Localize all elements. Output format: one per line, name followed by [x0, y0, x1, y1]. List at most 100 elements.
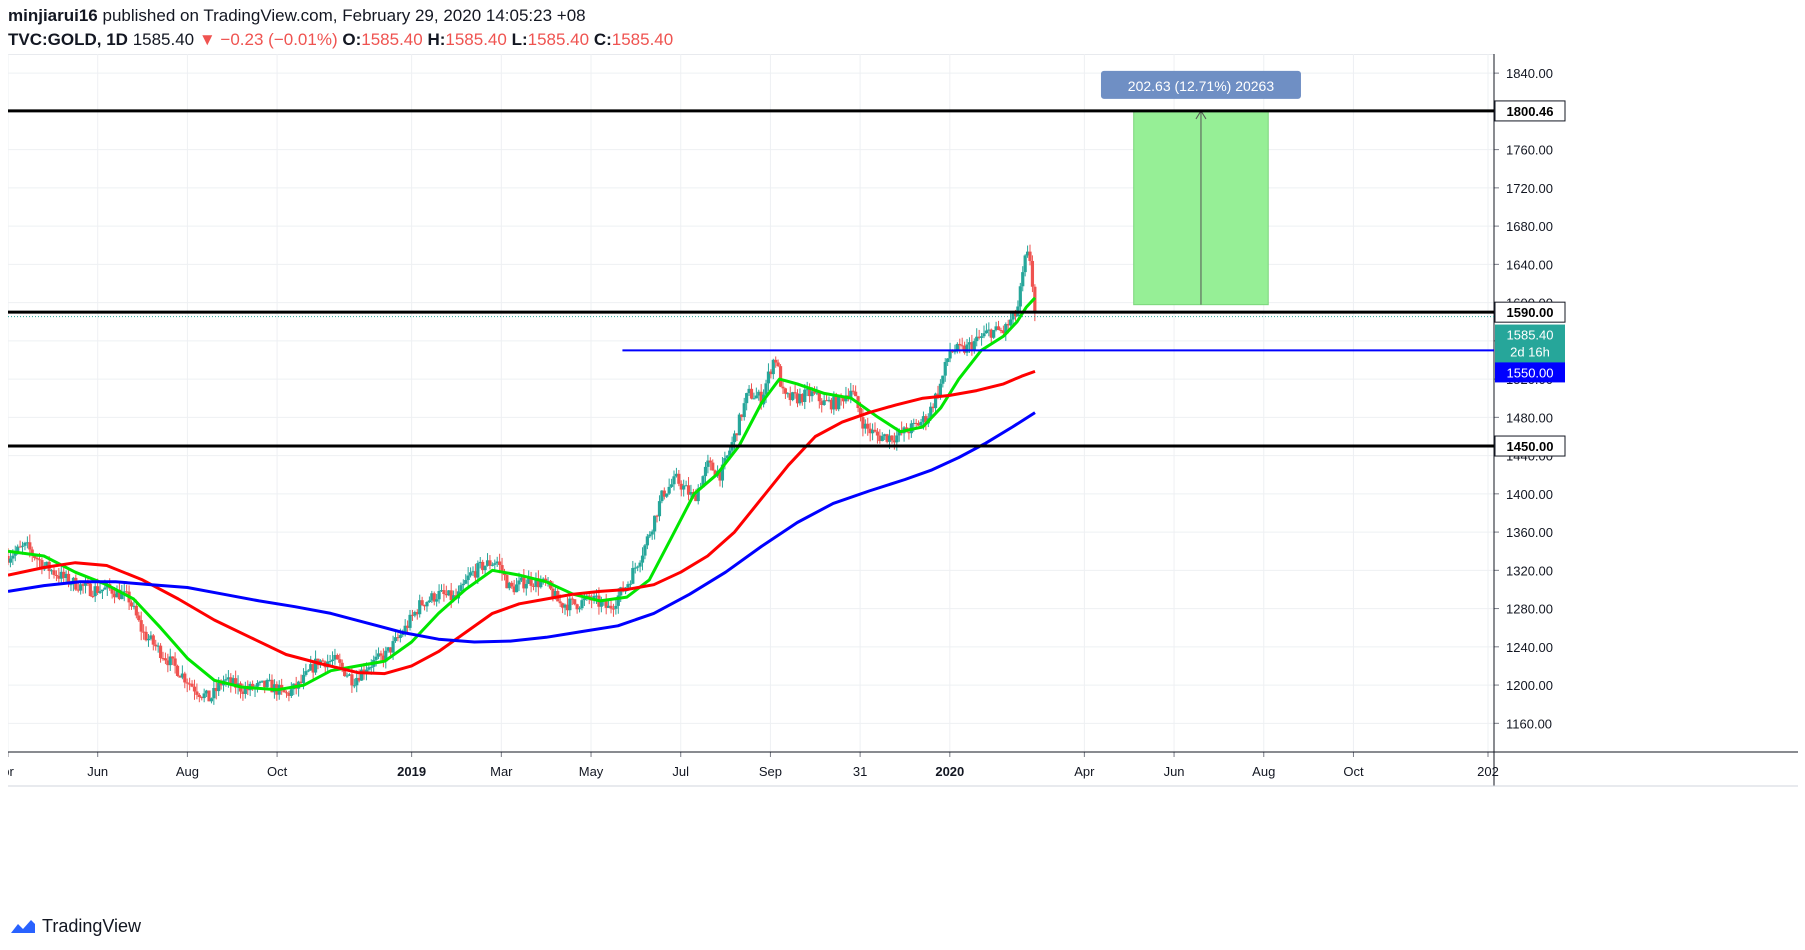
candle-down: [415, 612, 419, 615]
price-chart[interactable]: 1160.00 1200.00 1240.00 1280.00 1320.00 1360.…: [2, 53, 1798, 912]
candle-down: [783, 388, 788, 394]
author-name[interactable]: minjiarui16: [8, 6, 98, 25]
candle-down: [110, 588, 114, 594]
y-tick-label: 1160.00: [1506, 716, 1552, 731]
candle-down: [958, 343, 962, 346]
candle-up: [672, 476, 676, 485]
candle-down: [422, 605, 427, 607]
candle-up: [1021, 272, 1025, 287]
x-tick-label: Jun: [87, 764, 108, 779]
candle-up: [979, 336, 984, 338]
candle-up: [49, 570, 54, 572]
candle-up: [827, 399, 831, 401]
candle-up: [723, 458, 727, 465]
candle-up: [689, 492, 693, 495]
candle-up: [1009, 319, 1013, 326]
candle-up: [466, 575, 470, 581]
candle-down: [280, 684, 284, 689]
candle-down: [522, 577, 526, 589]
candle-down: [575, 604, 579, 610]
candle-up: [771, 359, 775, 375]
candle-up: [534, 578, 538, 587]
candle-up: [393, 637, 398, 642]
candle-up: [653, 515, 657, 532]
candle-down: [529, 577, 533, 586]
candle-up: [483, 565, 487, 571]
candle-down: [740, 414, 744, 418]
candle-down: [759, 391, 763, 405]
candle-down: [161, 658, 165, 660]
price-change: ▼ −0.23 (−0.01%): [198, 30, 338, 49]
candle-down: [892, 440, 896, 443]
candle-up: [11, 555, 15, 559]
moving-average-ema_fast[interactable]: [7, 296, 1037, 692]
candle-up: [752, 398, 756, 400]
candle-up: [384, 650, 388, 662]
y-tick-label: 1760.00: [1506, 143, 1553, 158]
candle-down: [1028, 251, 1032, 261]
candle-up: [582, 598, 586, 601]
candle-down: [192, 686, 197, 692]
candle-down: [178, 675, 182, 678]
candle-up: [626, 584, 630, 588]
candle-up: [967, 342, 972, 345]
candle-up: [260, 680, 264, 682]
candle-up: [665, 493, 669, 497]
candle-up: [946, 358, 950, 362]
candle-down: [558, 601, 562, 604]
candle-up: [897, 430, 901, 436]
chart-canvas[interactable]: 1160.00 1200.00 1240.00 1280.00 1320.00 1360.…: [2, 53, 1798, 912]
candle-up: [79, 584, 83, 591]
candle-up: [16, 546, 20, 552]
candle-up: [599, 601, 603, 607]
candle-down: [188, 683, 192, 685]
candle-up: [1023, 255, 1027, 273]
y-tick-label: 1240.00: [1506, 640, 1553, 655]
candle-down: [996, 326, 1001, 331]
candle-down: [207, 690, 211, 702]
candle-up: [720, 464, 725, 481]
candle-up: [887, 435, 892, 442]
candle-down: [565, 604, 570, 611]
candle-down: [776, 362, 780, 367]
candle-down: [812, 391, 817, 394]
candle-down: [611, 608, 616, 610]
candle-up: [912, 422, 916, 424]
candle-down: [662, 490, 666, 497]
low-label: L:: [511, 30, 528, 49]
level-tag: 1450.00: [1507, 439, 1554, 454]
candle-up: [265, 679, 269, 688]
moving-average-ema_slow[interactable]: [7, 411, 1036, 644]
candle-up: [921, 416, 926, 422]
candle-up: [507, 582, 511, 589]
candle-down: [66, 573, 71, 585]
candle-up: [403, 625, 407, 634]
last-price: 1585.40: [132, 30, 195, 49]
candle-down: [861, 417, 865, 429]
candle-down: [510, 582, 514, 587]
symbol-name[interactable]: TVC:GOLD, 1D: [8, 30, 128, 49]
candle-down: [287, 692, 291, 696]
candle-up: [517, 580, 521, 585]
candle-down: [873, 429, 877, 432]
candle-up: [408, 614, 412, 628]
candle-down: [950, 351, 955, 353]
candle-up: [684, 485, 688, 487]
candle-down: [800, 394, 804, 402]
published-info: published on TradingView.com, February 2…: [102, 6, 586, 25]
candle-down: [151, 635, 155, 645]
x-tick-label: 2020: [935, 764, 964, 779]
tradingview-footer[interactable]: TradingView: [10, 916, 141, 937]
candle-up: [59, 571, 63, 579]
candle-up: [650, 531, 654, 535]
candle-down: [166, 660, 170, 666]
candle-up: [791, 392, 795, 401]
candle-up: [953, 351, 957, 353]
candle-up: [100, 589, 105, 592]
y-tick-label: 1360.00: [1506, 525, 1553, 540]
candle-up: [616, 595, 620, 606]
candle-up: [374, 656, 378, 660]
moving-average-ema_mid[interactable]: [7, 369, 1036, 676]
candle-up: [98, 591, 102, 593]
y-tick-label: 1280.00: [1506, 602, 1553, 617]
